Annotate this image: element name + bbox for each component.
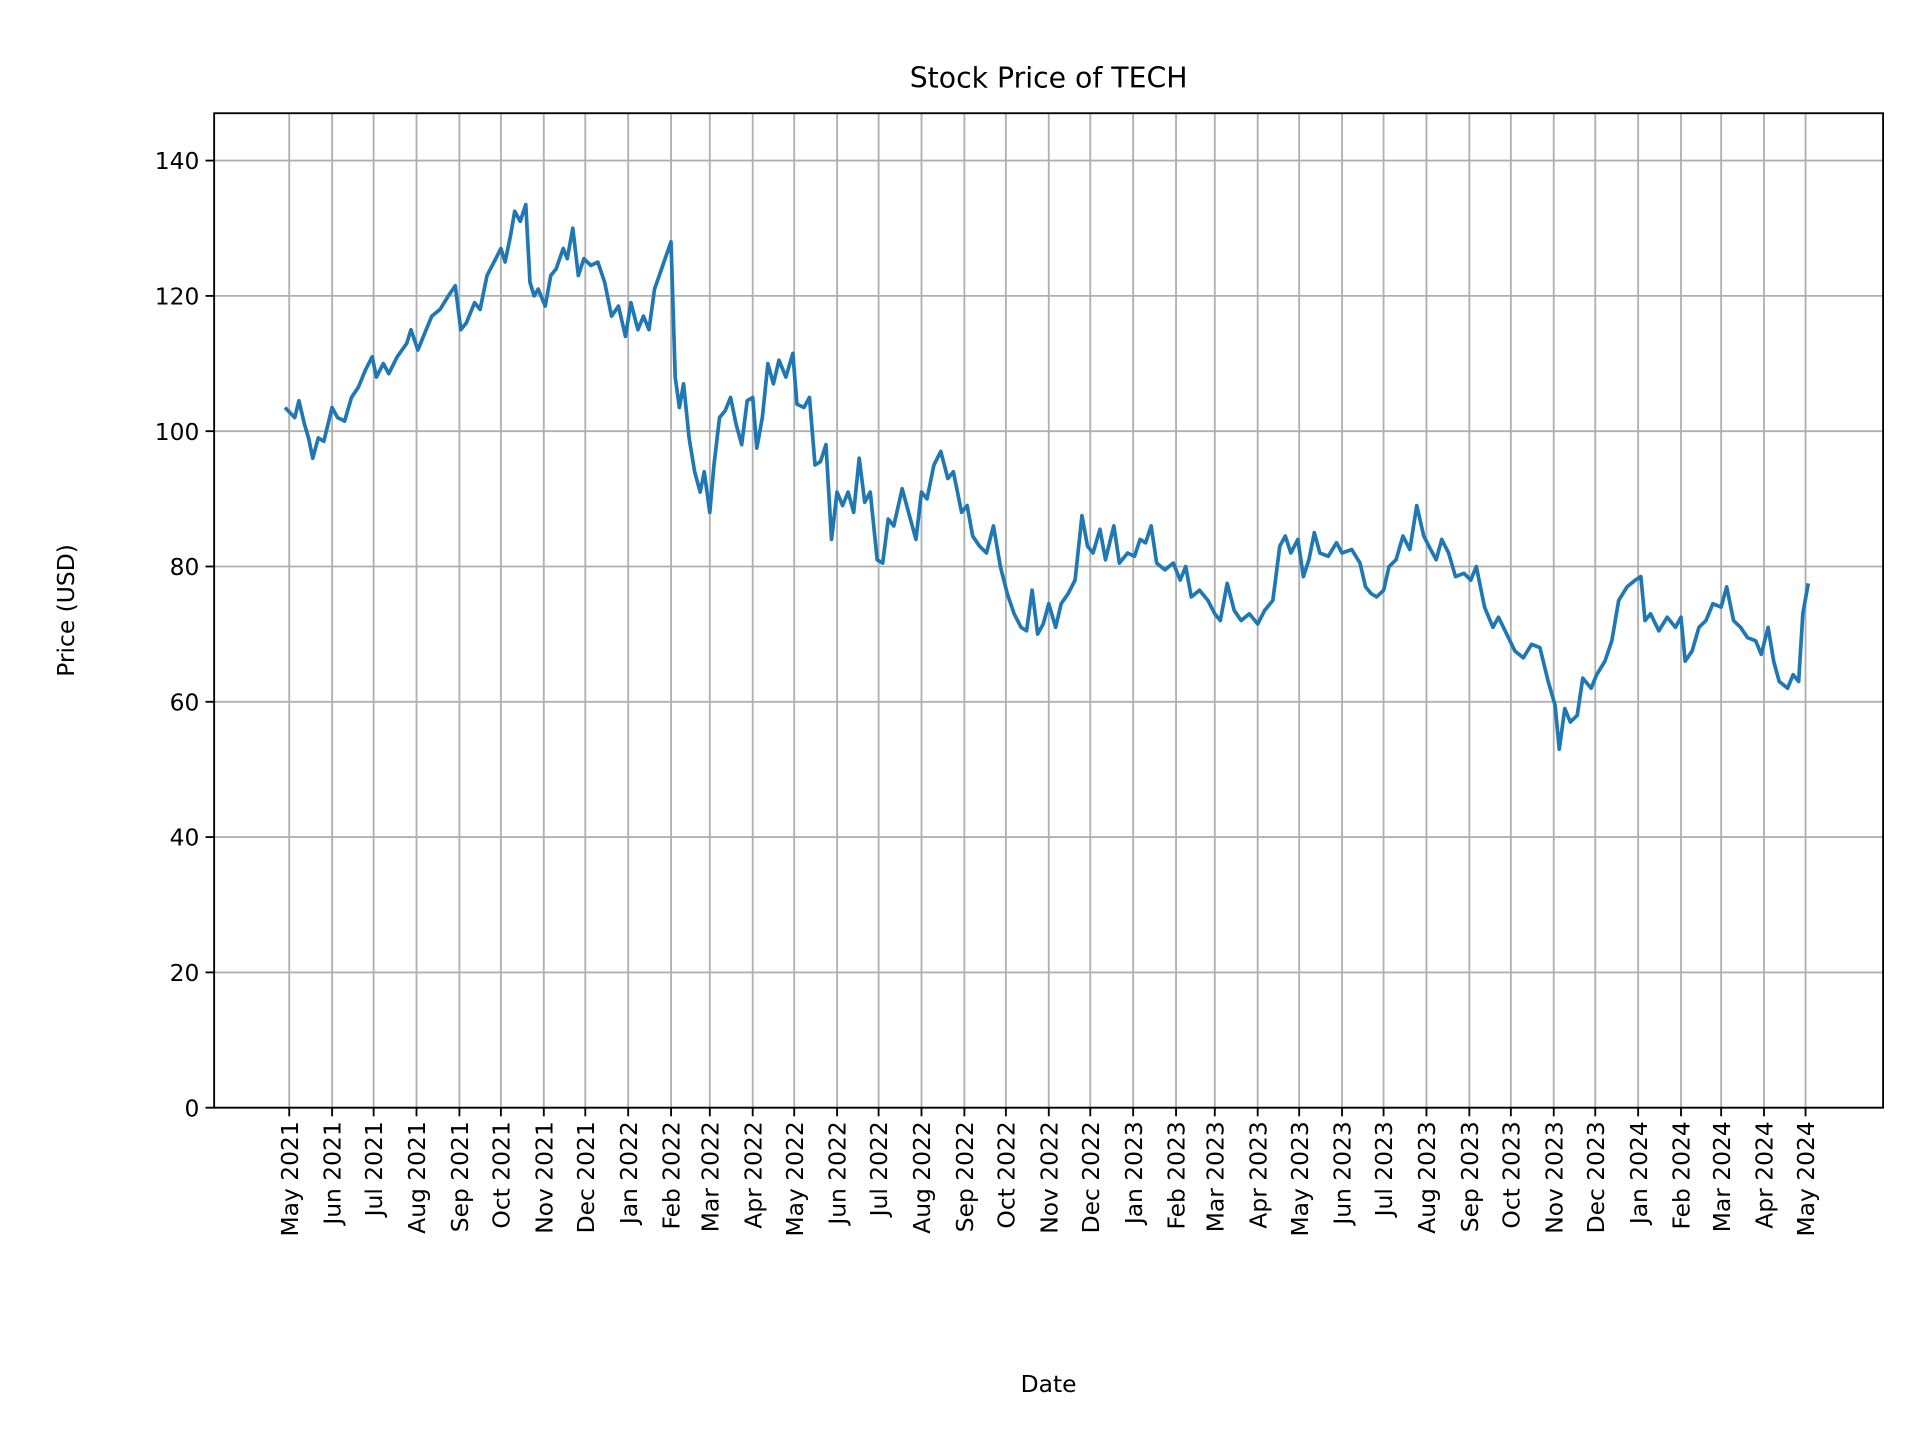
x-tick-label: Jul 2022 bbox=[865, 1121, 893, 1218]
x-tick-label: Sep 2021 bbox=[446, 1121, 474, 1232]
x-tick-label: Dec 2023 bbox=[1582, 1121, 1610, 1233]
x-tick-label: Jun 2023 bbox=[1329, 1121, 1357, 1226]
x-tick-label: Apr 2024 bbox=[1751, 1121, 1779, 1228]
x-tick-label: Mar 2024 bbox=[1708, 1121, 1736, 1232]
x-tick-label: Nov 2021 bbox=[530, 1121, 558, 1234]
x-tick-label: Feb 2023 bbox=[1163, 1121, 1191, 1229]
x-tick-label: Aug 2021 bbox=[403, 1121, 431, 1234]
y-axis-label: Price (USD) bbox=[52, 544, 80, 677]
x-tick-label: Sep 2022 bbox=[951, 1121, 979, 1232]
x-tick-label: Feb 2024 bbox=[1668, 1121, 1696, 1229]
plot-frame bbox=[213, 112, 1884, 1109]
y-tick-label: 100 bbox=[155, 418, 200, 446]
x-tick-label: Dec 2022 bbox=[1077, 1121, 1105, 1233]
x-tick-label: May 2024 bbox=[1792, 1121, 1820, 1236]
x-tick-label: Jun 2022 bbox=[824, 1121, 852, 1226]
x-tick-label: Oct 2023 bbox=[1497, 1121, 1525, 1228]
x-tick-label: Sep 2023 bbox=[1456, 1121, 1484, 1232]
y-tick-label: 120 bbox=[155, 283, 200, 311]
x-tick-label: Jan 2024 bbox=[1625, 1121, 1653, 1226]
x-tick-label: Nov 2023 bbox=[1540, 1121, 1568, 1234]
x-tick-label: Jul 2021 bbox=[360, 1121, 388, 1218]
x-tick-label: Jul 2023 bbox=[1370, 1121, 1398, 1218]
x-tick-label: Mar 2023 bbox=[1201, 1121, 1229, 1232]
y-tick-label: 0 bbox=[185, 1094, 200, 1122]
y-tick-label: 40 bbox=[170, 824, 200, 852]
x-tick-label: Apr 2023 bbox=[1244, 1121, 1272, 1228]
y-tick-label: 20 bbox=[170, 959, 200, 987]
x-tick-label: Aug 2022 bbox=[908, 1121, 936, 1234]
x-tick-label: Mar 2022 bbox=[696, 1121, 724, 1232]
y-tick-label: 60 bbox=[170, 688, 200, 716]
x-tick-label: Jun 2021 bbox=[319, 1121, 347, 1226]
x-tick-label: Jan 2022 bbox=[615, 1121, 643, 1226]
x-tick-label: May 2021 bbox=[276, 1121, 304, 1236]
x-axis-ticks: May 2021 Jun 2021 Jul 2021 Aug 2021 Sep 2021… bbox=[276, 1107, 1820, 1236]
x-tick-label: May 2022 bbox=[781, 1121, 809, 1236]
x-tick-label: Oct 2022 bbox=[992, 1121, 1020, 1228]
x-tick-label: Nov 2022 bbox=[1035, 1121, 1063, 1234]
x-axis-label: Date bbox=[1021, 1370, 1077, 1398]
x-tick-label: Dec 2021 bbox=[572, 1121, 600, 1233]
x-tick-label: May 2023 bbox=[1286, 1121, 1314, 1236]
x-tick-label: Feb 2022 bbox=[658, 1121, 686, 1229]
x-tick-label: Oct 2021 bbox=[488, 1121, 516, 1228]
x-tick-label: Apr 2022 bbox=[739, 1121, 767, 1228]
x-tick-label: Jan 2023 bbox=[1120, 1121, 1148, 1226]
chart-title: Stock Price of TECH bbox=[910, 61, 1188, 94]
y-tick-label: 80 bbox=[170, 553, 200, 581]
x-tick-label: Aug 2023 bbox=[1413, 1121, 1441, 1234]
y-axis-ticks: 0 20 40 60 80 100 120 140 bbox=[155, 147, 215, 1122]
y-tick-label: 140 bbox=[155, 147, 200, 175]
grid bbox=[214, 113, 1884, 1109]
series-line bbox=[283, 202, 1811, 752]
